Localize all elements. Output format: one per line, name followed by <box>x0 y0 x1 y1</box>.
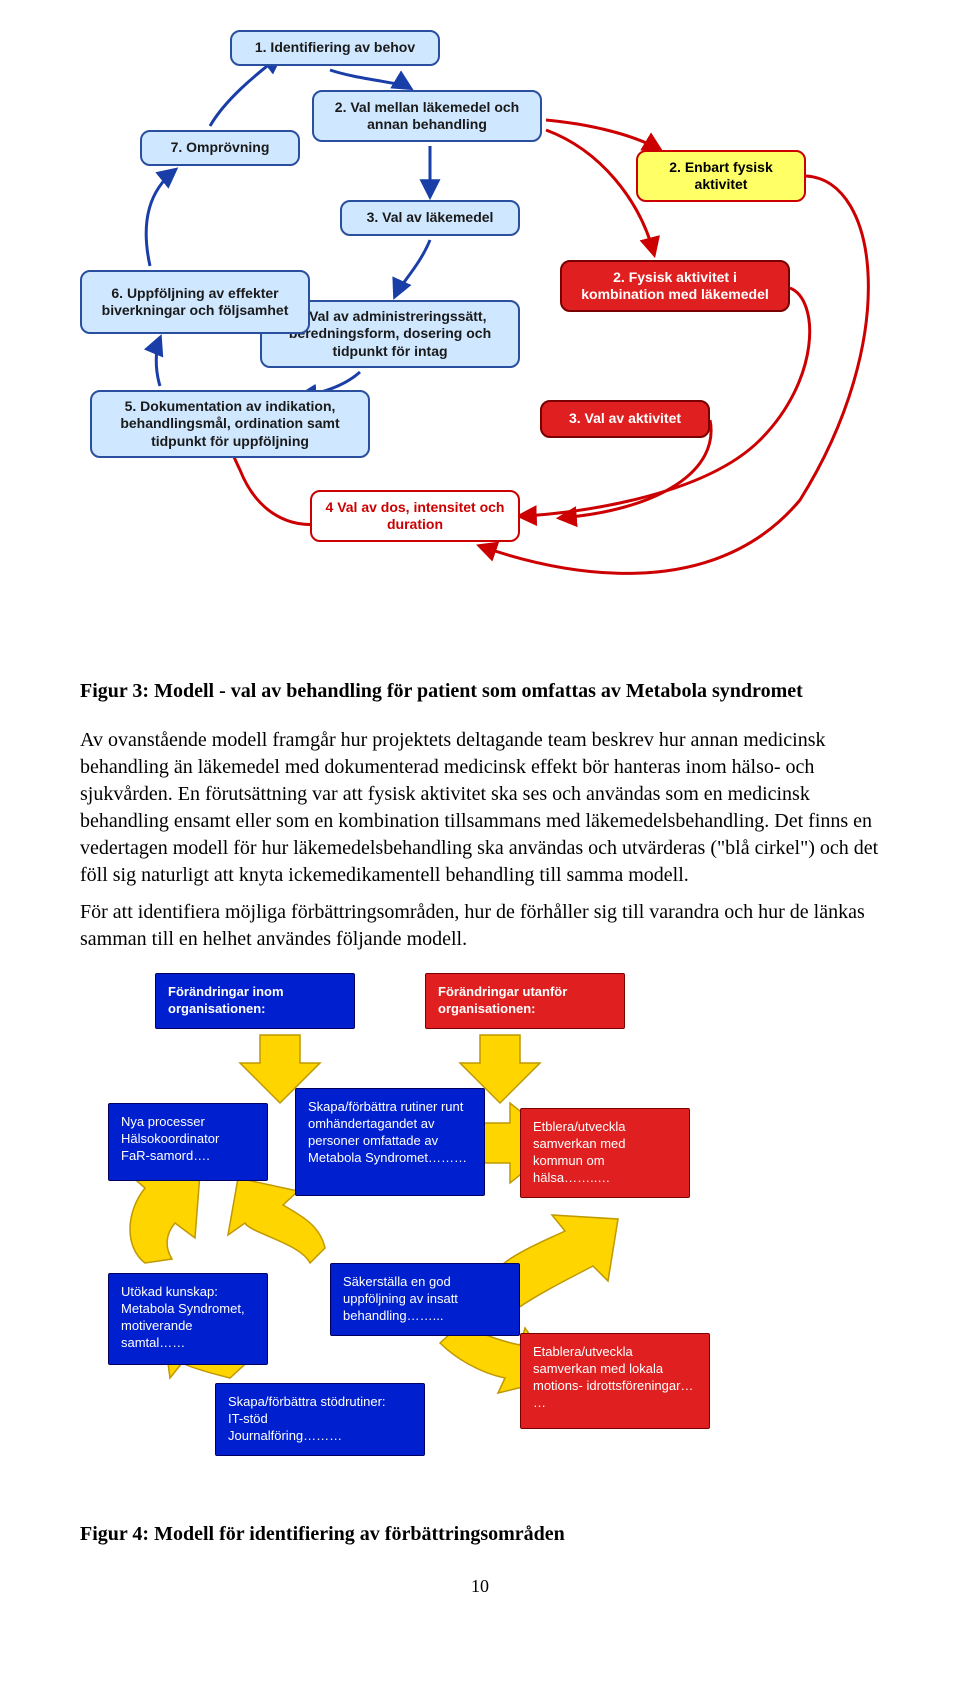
fig2-box-b6: Skapa/förbättra stödrutiner: IT-stöd Jou… <box>215 1383 425 1456</box>
fig1-node-n2: 2. Val mellan läkemedel och annan behand… <box>312 90 542 142</box>
fig2-box-b5: Säkerställa en god uppföljning av insatt… <box>330 1263 520 1336</box>
figure-2-caption: Figur 4: Modell för identifiering av för… <box>80 1523 880 1546</box>
fig2-box-b3: Etblera/utveckla samverkan med kommun om… <box>520 1108 690 1198</box>
body-paragraph-1: Av ovanstående modell framgår hur projek… <box>80 727 880 889</box>
fig2-box-b2: Skapa/förbättra rutiner runt omhändertag… <box>295 1088 485 1196</box>
fig1-node-n3: 3. Val av läkemedel <box>340 200 520 236</box>
fig2-box-h1: Förändringar inom organisationen: <box>155 973 355 1029</box>
figure-2-diagram: Förändringar inom organisationen: Förändr… <box>0 963 960 1493</box>
fig1-node-n7: 7. Omprövning <box>140 130 300 166</box>
figure-1-caption: Figur 3: Modell - val av behandling för … <box>80 680 880 703</box>
fig2-box-h2: Förändringar utanför organisationen: <box>425 973 625 1029</box>
body-paragraph-2: För att identifiera möjliga förbättrings… <box>80 899 880 953</box>
fig2-box-b4: Utökad kunskap: Metabola Syndromet, moti… <box>108 1273 268 1365</box>
fig1-node-n6: 6. Uppföljning av effekter biverkningar … <box>80 270 310 334</box>
fig1-node-n3r: 3. Val av aktivitet <box>540 400 710 438</box>
figure-1-diagram: 1. Identifiering av behov 2. Val mellan l… <box>0 0 960 660</box>
fig2-box-b1: Nya processer Hälsokoordinator FaR-samor… <box>108 1103 268 1181</box>
fig1-node-n1: 1. Identifiering av behov <box>230 30 440 66</box>
fig1-node-n4r: 4 Val av dos, intensitet och duration <box>310 490 520 542</box>
fig2-box-b7: Etablera/utveckla samverkan med lokala m… <box>520 1333 710 1429</box>
fig1-node-n2c: 2. Fysisk aktivitet i kombination med lä… <box>560 260 790 312</box>
fig2-arrows <box>0 963 960 1493</box>
page-number: 10 <box>0 1576 960 1597</box>
fig1-node-n2b: 2. Enbart fysisk aktivitet <box>636 150 806 202</box>
fig1-node-n5: 5. Dokumentation av indikation, behandli… <box>90 390 370 458</box>
